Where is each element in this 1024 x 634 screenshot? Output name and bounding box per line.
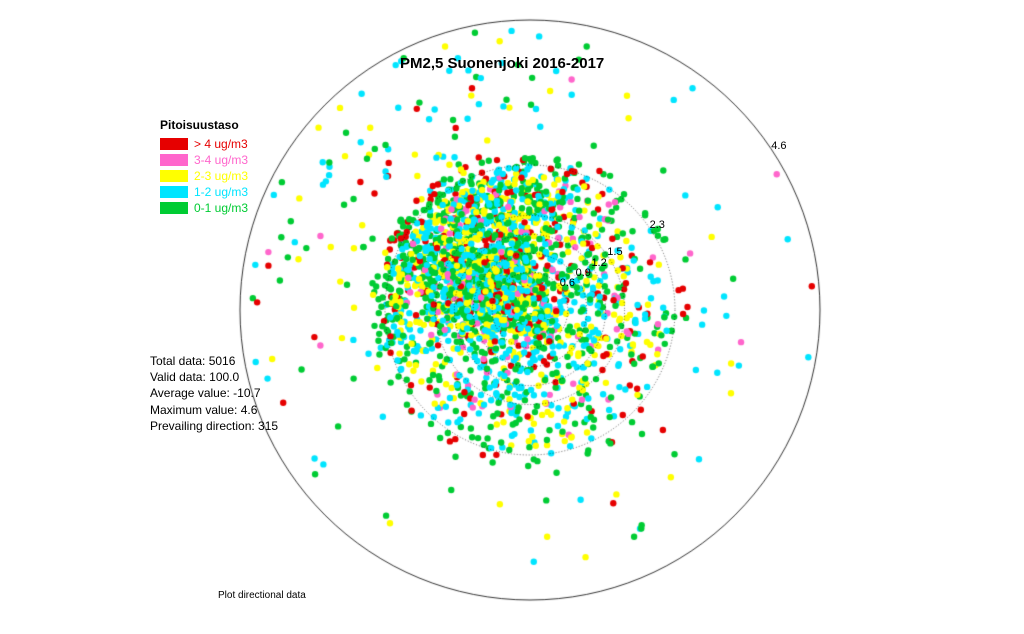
stats-line: Total data: 5016 — [150, 353, 278, 369]
ring-label: 1.5 — [607, 246, 622, 258]
legend-swatch — [160, 170, 188, 182]
legend-title: Pitoisuustaso — [160, 118, 248, 132]
legend-swatch — [160, 202, 188, 214]
chart-title: PM2,5 Suonenjoki 2016-2017 — [400, 55, 604, 72]
ring-label: 0.6 — [560, 277, 575, 289]
ring-label: 1.2 — [591, 257, 606, 269]
legend-label: 2-3 ug/m3 — [194, 169, 248, 183]
legend-swatch — [160, 186, 188, 198]
legend-swatch — [160, 138, 188, 150]
legend-label: 0-1 ug/m3 — [194, 201, 248, 215]
stats-line: Average value: -10.7 — [150, 385, 278, 401]
legend-label: > 4 ug/m3 — [194, 137, 248, 151]
footer-label: Plot directional data — [218, 590, 306, 601]
stats-line: Maximum value: 4.6 — [150, 402, 278, 418]
ring-label: 2.3 — [650, 219, 665, 231]
stats-line: Valid data: 100.0 — [150, 369, 278, 385]
stats-line: Prevailing direction: 315 — [150, 418, 278, 434]
stats-block: Total data: 5016Valid data: 100.0Average… — [150, 353, 278, 434]
legend-row: > 4 ug/m3 — [160, 136, 248, 152]
ring-label: 4.6 — [771, 140, 786, 152]
legend: Pitoisuustaso > 4 ug/m3 3-4 ug/m3 2-3 ug/m… — [160, 118, 248, 216]
polar-scatter-plot — [0, 0, 1024, 634]
legend-swatch — [160, 154, 188, 166]
legend-row: 0-1 ug/m3 — [160, 200, 248, 216]
legend-label: 1-2 ug/m3 — [194, 185, 248, 199]
legend-row: 2-3 ug/m3 — [160, 168, 248, 184]
legend-label: 3-4 ug/m3 — [194, 153, 248, 167]
ring-label: 0.9 — [576, 267, 591, 279]
legend-row: 3-4 ug/m3 — [160, 152, 248, 168]
legend-row: 1-2 ug/m3 — [160, 184, 248, 200]
